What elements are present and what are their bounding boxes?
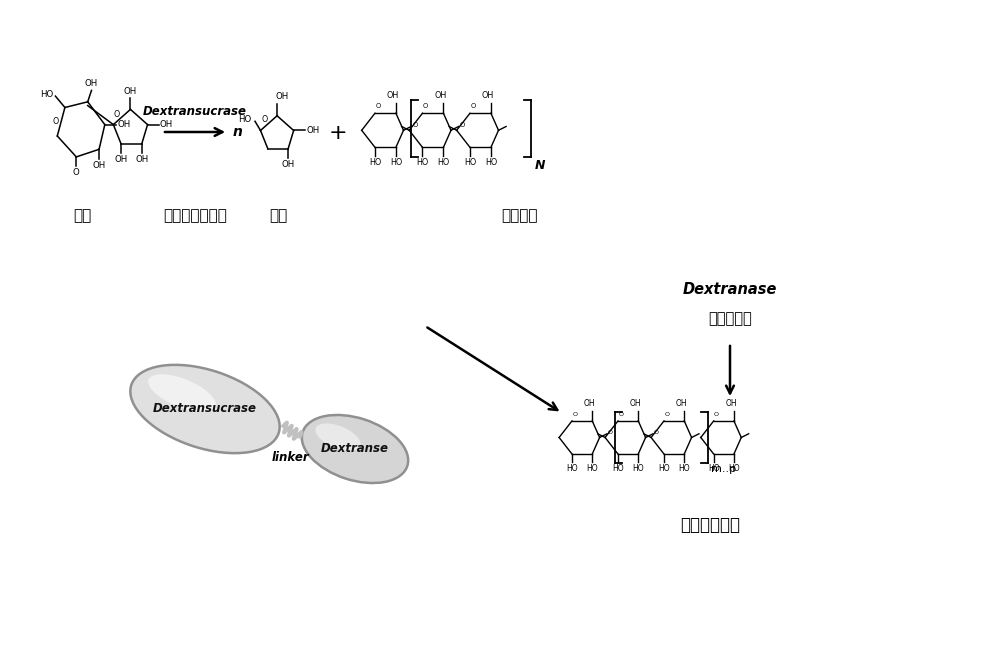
Text: OH: OH bbox=[307, 126, 320, 135]
Text: O: O bbox=[73, 168, 80, 177]
Text: HO: HO bbox=[708, 464, 719, 473]
Text: O: O bbox=[460, 121, 465, 127]
Text: HO: HO bbox=[437, 158, 450, 167]
Ellipse shape bbox=[130, 365, 280, 453]
Text: O: O bbox=[607, 430, 612, 435]
Text: 右旋糖酵: 右旋糖酵 bbox=[502, 208, 538, 223]
Text: HO: HO bbox=[632, 464, 644, 473]
Text: OH: OH bbox=[124, 87, 137, 96]
Text: 系列右旋糖酵: 系列右旋糖酵 bbox=[680, 516, 740, 534]
Text: O: O bbox=[262, 115, 268, 124]
Text: linker: linker bbox=[271, 451, 309, 464]
Text: HO: HO bbox=[586, 464, 598, 473]
Text: OH: OH bbox=[275, 92, 288, 101]
Text: 果糖: 果糖 bbox=[269, 208, 287, 223]
Text: 蔗糖: 蔗糖 bbox=[73, 208, 91, 223]
Ellipse shape bbox=[302, 415, 408, 483]
Text: O: O bbox=[52, 117, 59, 126]
Text: Dextranase: Dextranase bbox=[683, 282, 777, 297]
Text: HO: HO bbox=[464, 158, 476, 167]
Text: HO: HO bbox=[390, 158, 402, 167]
Text: OH: OH bbox=[387, 91, 399, 100]
Text: O: O bbox=[412, 121, 418, 127]
Text: Dextransucrase: Dextransucrase bbox=[143, 105, 247, 118]
Text: O: O bbox=[113, 109, 119, 119]
Text: O: O bbox=[664, 412, 669, 417]
Text: OH: OH bbox=[725, 399, 737, 408]
Text: HO: HO bbox=[612, 464, 624, 473]
Text: 右旋糖酵酶: 右旋糖酵酶 bbox=[708, 311, 752, 327]
Text: OH: OH bbox=[482, 91, 494, 100]
Text: +: + bbox=[329, 123, 347, 143]
Text: OH: OH bbox=[160, 120, 173, 129]
Text: HO: HO bbox=[485, 158, 497, 167]
Text: HO: HO bbox=[238, 115, 251, 124]
Ellipse shape bbox=[315, 423, 361, 451]
Text: HO: HO bbox=[416, 158, 429, 167]
Text: HO: HO bbox=[678, 464, 690, 473]
Text: HO: HO bbox=[369, 158, 381, 167]
Text: O: O bbox=[423, 103, 428, 109]
Text: n: n bbox=[233, 125, 243, 139]
Text: OH: OH bbox=[135, 155, 148, 164]
Text: OH: OH bbox=[676, 399, 687, 408]
Text: O: O bbox=[375, 103, 380, 109]
Text: HO: HO bbox=[658, 464, 670, 473]
Text: OH: OH bbox=[584, 399, 595, 408]
Text: O: O bbox=[714, 412, 719, 417]
Text: 右旋糖酵蔗糖酶: 右旋糖酵蔗糖酶 bbox=[163, 208, 227, 223]
Text: O: O bbox=[470, 103, 475, 109]
Text: HO: HO bbox=[40, 90, 54, 99]
Text: OH: OH bbox=[281, 160, 295, 169]
Text: OH: OH bbox=[630, 399, 641, 408]
Text: O: O bbox=[572, 412, 577, 417]
Text: HO: HO bbox=[566, 464, 578, 473]
Text: Dextransucrase: Dextransucrase bbox=[153, 403, 257, 415]
Text: OH: OH bbox=[85, 79, 98, 87]
Text: O: O bbox=[653, 430, 658, 435]
Text: m..p: m..p bbox=[711, 464, 736, 474]
Text: OH: OH bbox=[117, 120, 130, 129]
Text: OH: OH bbox=[434, 91, 447, 100]
Text: HO: HO bbox=[728, 464, 740, 473]
Text: OH: OH bbox=[92, 160, 106, 170]
Text: Dextranse: Dextranse bbox=[321, 442, 389, 456]
Text: O: O bbox=[618, 412, 623, 417]
Ellipse shape bbox=[148, 374, 216, 412]
Text: OH: OH bbox=[114, 155, 128, 164]
Text: N: N bbox=[535, 159, 545, 172]
